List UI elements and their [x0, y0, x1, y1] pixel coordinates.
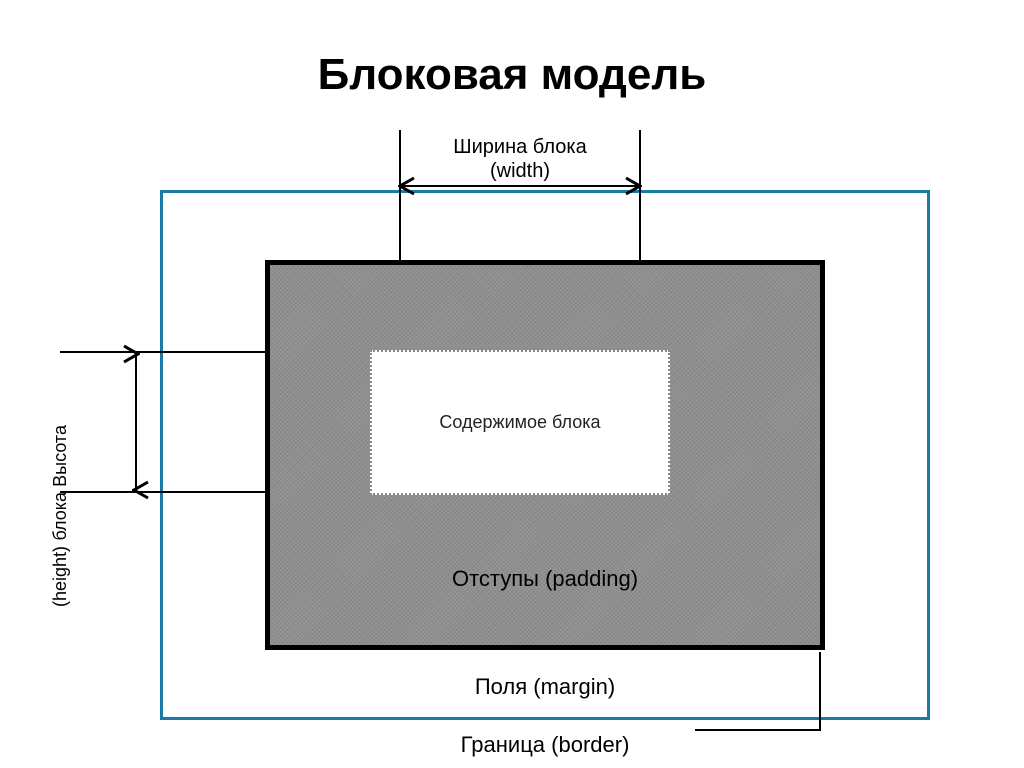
content-box: Содержимое блока	[370, 350, 670, 495]
border-label: Граница (border)	[265, 732, 825, 758]
height-label-line3: (height)	[50, 546, 72, 607]
content-label: Содержимое блока	[439, 412, 600, 433]
height-label-line1: Высота	[50, 425, 72, 487]
width-label: Ширина блока (width)	[370, 135, 670, 183]
height-label-line2: блока	[50, 492, 72, 541]
margin-label: Поля (margin)	[265, 674, 825, 700]
box-model-diagram: Содержимое блока Отступы (padding) Поля …	[0, 130, 1024, 768]
page-title: Блоковая модель	[0, 50, 1024, 100]
width-label-line1: Ширина блока	[453, 136, 586, 158]
width-label-line2: (width)	[490, 160, 550, 182]
height-label: Высота блока (height)	[30, 403, 72, 634]
padding-label: Отступы (padding)	[265, 566, 825, 592]
